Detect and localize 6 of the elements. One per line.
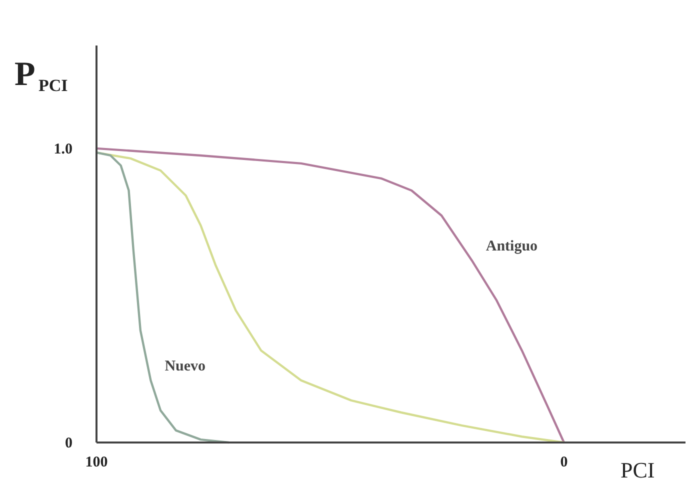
line-series (95, 151, 230, 444)
series-label: Antiguo (486, 238, 538, 254)
x-axis-title: PCI (620, 458, 655, 482)
series-label: Nuevo (164, 358, 206, 374)
x-tick-label: 100 (85, 454, 108, 470)
y-tick-label: 1.0 (54, 141, 72, 158)
